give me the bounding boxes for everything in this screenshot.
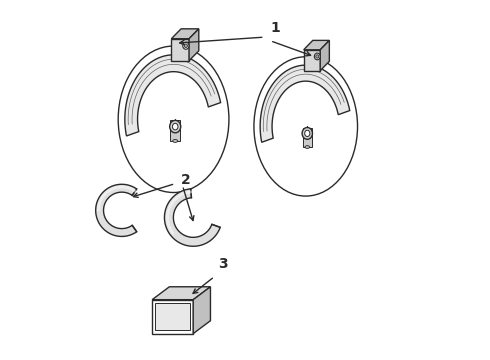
- Ellipse shape: [184, 44, 188, 48]
- Ellipse shape: [170, 120, 181, 133]
- Polygon shape: [303, 127, 312, 147]
- Polygon shape: [304, 40, 329, 50]
- Ellipse shape: [173, 139, 178, 143]
- Polygon shape: [193, 287, 211, 334]
- Ellipse shape: [305, 130, 310, 136]
- Polygon shape: [260, 65, 350, 142]
- Polygon shape: [96, 184, 137, 237]
- Ellipse shape: [315, 53, 320, 60]
- Ellipse shape: [172, 123, 178, 130]
- Polygon shape: [189, 29, 199, 61]
- Polygon shape: [125, 55, 220, 136]
- Ellipse shape: [305, 146, 310, 148]
- Polygon shape: [155, 303, 190, 330]
- Text: 1: 1: [270, 21, 280, 35]
- Ellipse shape: [183, 42, 189, 49]
- Text: 3: 3: [218, 257, 228, 271]
- Polygon shape: [320, 40, 329, 71]
- Ellipse shape: [316, 55, 318, 58]
- Ellipse shape: [302, 127, 313, 139]
- Polygon shape: [152, 300, 193, 334]
- Polygon shape: [165, 189, 220, 246]
- Polygon shape: [172, 29, 199, 39]
- Polygon shape: [170, 121, 180, 141]
- Ellipse shape: [118, 46, 229, 193]
- Polygon shape: [172, 39, 189, 61]
- Text: 2: 2: [181, 173, 191, 187]
- Polygon shape: [152, 287, 211, 300]
- Polygon shape: [304, 50, 320, 71]
- Ellipse shape: [254, 57, 358, 196]
